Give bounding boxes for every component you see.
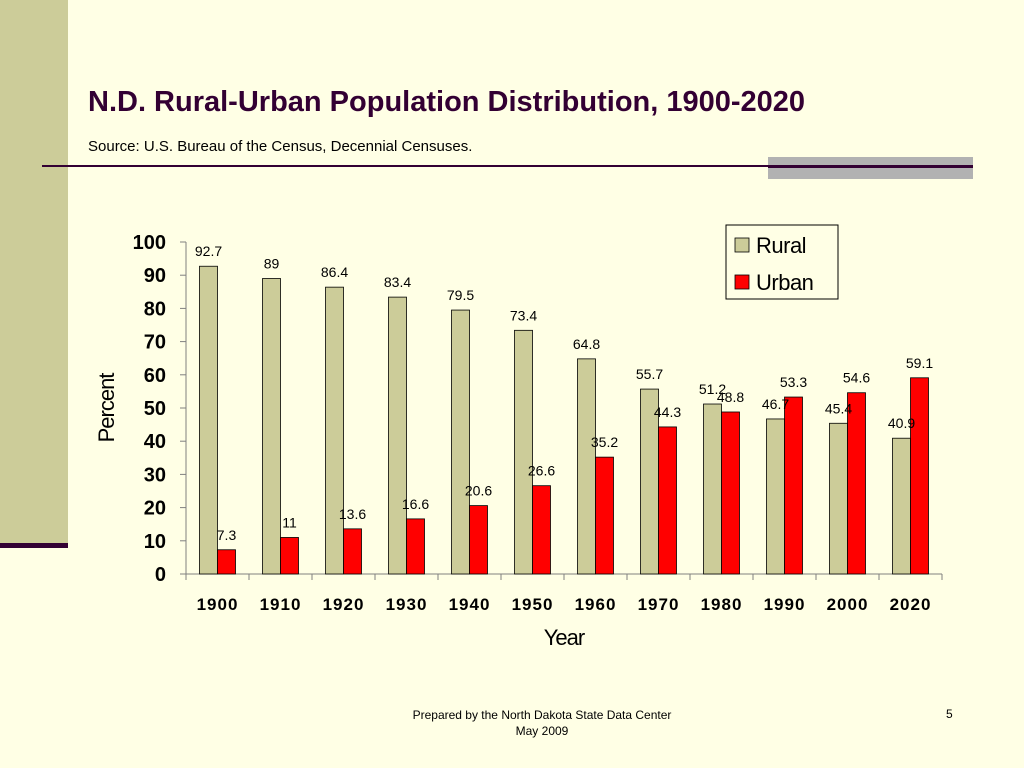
y-tick-label: 30 — [144, 464, 166, 486]
slide-title: N.D. Rural-Urban Population Distribution… — [88, 86, 806, 118]
header-rule-accent-line — [768, 165, 973, 168]
y-tick-label: 40 — [144, 431, 166, 453]
bar-rural-1950 — [514, 329, 533, 575]
x-tick-label: 1970 — [638, 595, 680, 614]
data-label-urban-1920: 13.6 — [339, 506, 366, 522]
data-label-rural-1920: 86.4 — [321, 264, 348, 280]
legend-swatch-rural — [734, 237, 750, 253]
y-tick-label: 20 — [144, 498, 166, 520]
bar-rural-1940 — [451, 309, 470, 575]
bar-urban-1930 — [406, 518, 425, 575]
x-tick-label: 1920 — [323, 595, 365, 614]
bar-urban-1990 — [784, 396, 803, 575]
chart-data-labels: 92.7 7.3 89 11 86.4 13.6 83.4 16.6 79.5 20.6 73.4 2… — [195, 243, 933, 543]
bar-rural-2020 — [892, 437, 911, 575]
data-label-urban-1910: 11 — [282, 514, 297, 530]
legend-swatch-urban — [734, 274, 750, 290]
data-label-urban-1930: 16.6 — [402, 496, 429, 512]
data-label-rural-1960: 64.8 — [573, 336, 600, 352]
data-label-rural-1930: 83.4 — [384, 274, 411, 290]
data-label-rural-2000: 45.4 — [825, 400, 852, 416]
data-label-rural-1970: 55.7 — [636, 366, 663, 382]
y-tick-label: 10 — [144, 531, 166, 553]
x-tick-label: 1950 — [512, 595, 554, 614]
x-tick-label: 1990 — [764, 595, 806, 614]
x-tick-label: 1980 — [701, 595, 743, 614]
y-tick-label: 0 — [155, 564, 166, 586]
bar-rural-1980 — [703, 403, 722, 575]
bar-urban-2020 — [910, 377, 929, 575]
x-tick-label: 1900 — [197, 595, 239, 614]
data-label-urban-1960: 35.2 — [591, 434, 618, 450]
data-label-urban-1990: 53.3 — [780, 374, 807, 390]
data-label-rural-1910: 89 — [264, 256, 280, 272]
data-label-rural-1940: 79.5 — [447, 287, 474, 303]
legend-label-rural: Rural — [756, 233, 806, 258]
bar-urban-1900 — [217, 549, 236, 575]
bar-urban-1910 — [280, 537, 299, 575]
data-label-urban-1950: 26.6 — [528, 463, 555, 479]
y-tick-label: 50 — [144, 398, 166, 420]
left-accent-line — [0, 543, 68, 548]
bar-urban-1950 — [532, 485, 551, 575]
x-tick-label: 1940 — [449, 595, 491, 614]
data-label-urban-2000: 54.6 — [843, 370, 870, 386]
data-label-urban-1940: 20.6 — [465, 483, 492, 499]
chart-axes: 0 10 20 30 40 50 60 70 80 90 100 1900 1910 1920 1930 19… — [94, 232, 943, 650]
y-axis-title: Percent — [94, 373, 119, 443]
bar-urban-1920 — [343, 528, 362, 575]
x-tick-label: 2020 — [890, 595, 932, 614]
data-label-rural-1990: 46.7 — [762, 396, 789, 412]
bar-urban-2000 — [847, 392, 866, 575]
x-tick-label: 1910 — [260, 595, 302, 614]
x-tick-label: 1930 — [386, 595, 428, 614]
bar-rural-1920 — [325, 286, 344, 575]
chart-legend: Rural Urban — [725, 224, 839, 300]
data-label-urban-1980: 48.8 — [717, 389, 744, 405]
y-tick-label: 100 — [133, 232, 166, 254]
slide-footer: Prepared by the North Dakota State Data … — [330, 707, 754, 739]
bar-rural-1930 — [388, 296, 407, 575]
bar-urban-1970 — [658, 426, 677, 575]
header-rule-accent — [768, 157, 973, 179]
y-tick-label: 60 — [144, 365, 166, 387]
footer-line-1: Prepared by the North Dakota State Data … — [412, 708, 672, 722]
y-tick-label: 80 — [144, 298, 166, 320]
chart-bars — [199, 265, 929, 575]
data-label-rural-1980: 51.2 — [699, 381, 726, 397]
data-label-urban-1970: 44.3 — [654, 404, 681, 420]
x-tick-label: 2000 — [827, 595, 869, 614]
slide-subtitle: Source: U.S. Bureau of the Census, Decen… — [88, 138, 473, 155]
bar-rural-1910 — [262, 278, 281, 575]
bar-urban-1940 — [469, 505, 488, 575]
bar-rural-1900 — [199, 265, 218, 575]
bar-rural-1960 — [577, 358, 596, 575]
data-label-rural-1900: 92.7 — [195, 243, 222, 259]
bar-rural-2000 — [829, 422, 848, 575]
bar-rural-1990 — [766, 418, 785, 575]
data-label-urban-2020: 59.1 — [906, 355, 933, 371]
y-tick-label: 90 — [144, 265, 166, 287]
x-axis-title: Year — [544, 625, 585, 650]
y-tick-label: 70 — [144, 332, 166, 354]
footer-line-2: May 2009 — [515, 724, 569, 738]
data-label-rural-2020: 40.9 — [888, 415, 915, 431]
page-number: 5 — [946, 707, 953, 721]
data-label-rural-1950: 73.4 — [510, 307, 537, 323]
data-label-urban-1900: 7.3 — [217, 527, 237, 543]
x-tick-label: 1960 — [575, 595, 617, 614]
legend-label-urban: Urban — [756, 270, 813, 295]
bar-urban-1980 — [721, 411, 740, 575]
left-accent-stripe — [0, 0, 68, 545]
bar-urban-1960 — [595, 456, 614, 575]
header-rule — [42, 165, 973, 167]
